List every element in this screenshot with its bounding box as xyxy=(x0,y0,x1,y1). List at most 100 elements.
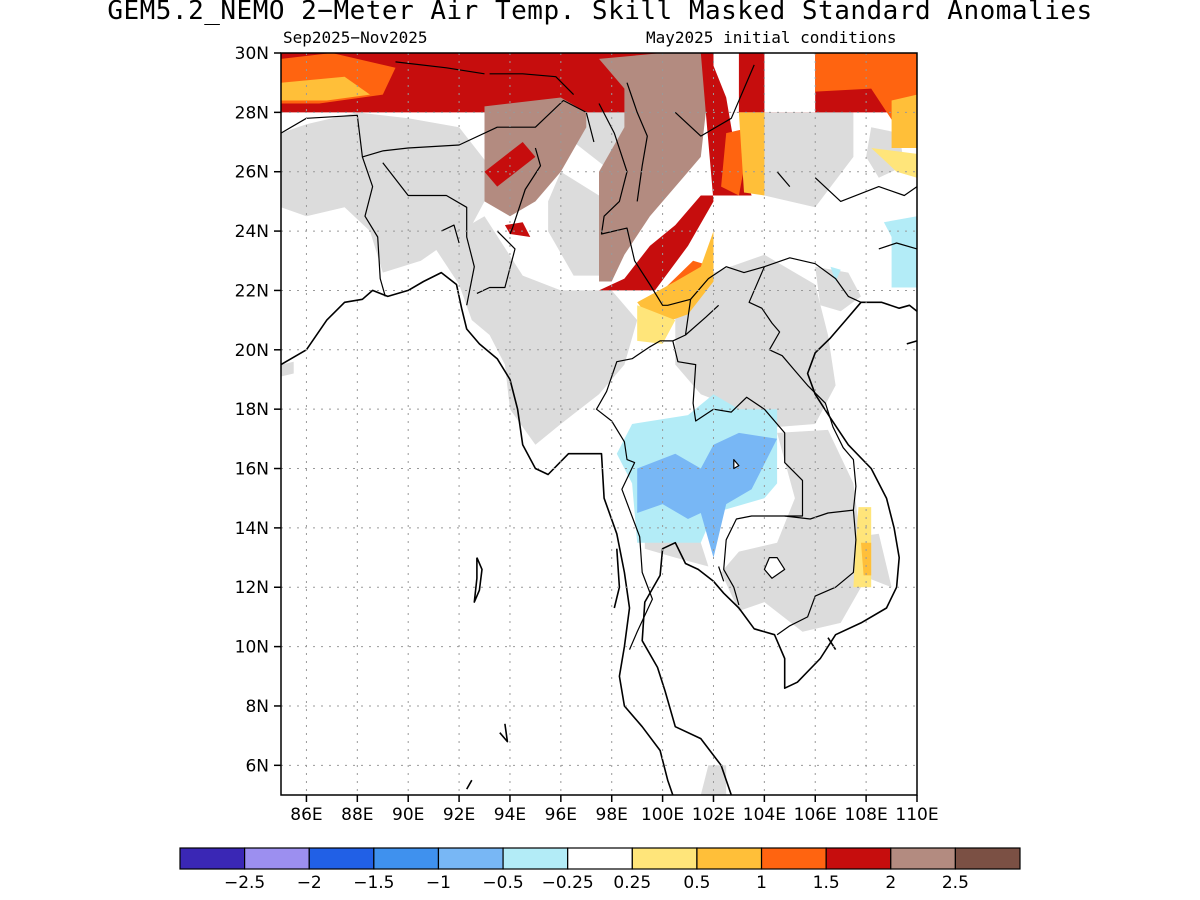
colorbar-label: 1.5 xyxy=(813,873,840,893)
lon-tick-label: 92E xyxy=(443,805,475,825)
country-border xyxy=(690,257,862,303)
anomaly-1-region xyxy=(637,231,714,327)
country-border xyxy=(748,266,857,636)
colorbar-swatch xyxy=(179,847,246,870)
colorbar-label: −2.5 xyxy=(224,873,265,893)
colorbar: −2.5 −2 −1.5 −1 −0.5 −0.25 0.25 0.5 1 1.5 2 2.5 xyxy=(179,847,1021,893)
colorbar-swatch xyxy=(954,847,1021,870)
gray-region xyxy=(433,216,638,445)
anomaly-2-region xyxy=(484,142,536,187)
anomaly-1.5-region xyxy=(815,53,917,128)
lon-tick-label: 94E xyxy=(494,805,526,825)
lon-tick-label: 88E xyxy=(341,805,373,825)
colorbar-swatch xyxy=(373,847,440,870)
country-border xyxy=(280,99,595,158)
anomaly-1-region xyxy=(738,112,765,196)
country-border xyxy=(382,162,475,306)
lat-tick-label: 30N xyxy=(235,44,269,64)
colorbar-swatch xyxy=(502,847,569,870)
coastline xyxy=(641,301,918,796)
colorbar-swatch xyxy=(825,847,892,870)
anomaly-1-region xyxy=(861,542,872,576)
white-region xyxy=(764,53,816,113)
coastline xyxy=(466,779,473,790)
country-border xyxy=(626,82,648,202)
country-border xyxy=(776,171,791,187)
longitude-axis: 86E 88E 90E 92E 94E 96E 98E 100E 102E 104E 106E 108… xyxy=(290,795,939,825)
lake xyxy=(763,556,786,579)
colorbar-swatch xyxy=(244,847,310,870)
country-border xyxy=(814,177,918,202)
colorbar-label: −0.5 xyxy=(482,873,523,893)
country-border xyxy=(784,509,854,520)
country-border xyxy=(598,103,691,306)
lat-tick-label: 6N xyxy=(245,756,269,776)
country-border xyxy=(489,73,575,96)
colorbar-label: 0.25 xyxy=(613,873,651,893)
lat-tick-label: 10N xyxy=(235,638,269,658)
country-borders xyxy=(280,61,918,650)
lat-tick-label: 22N xyxy=(235,281,269,301)
country-border xyxy=(476,230,516,294)
coastline xyxy=(473,557,483,603)
country-border xyxy=(395,61,485,75)
lat-tick-label: 20N xyxy=(235,341,269,361)
colorbar-label: −0.25 xyxy=(542,873,594,893)
anomaly-2-region xyxy=(281,53,917,113)
country-border xyxy=(674,64,755,137)
map-frame xyxy=(280,52,918,796)
anomaly-0.5-region xyxy=(871,148,917,178)
colorbar-label: 0.5 xyxy=(683,873,710,893)
lon-tick-label: 100E xyxy=(641,805,684,825)
colorbar-swatch xyxy=(631,847,698,870)
anomaly-1-region xyxy=(891,94,917,148)
lat-tick-label: 16N xyxy=(235,460,269,480)
coastlines xyxy=(280,271,918,796)
lon-tick-label: 108E xyxy=(845,805,888,825)
gray-region xyxy=(281,361,294,377)
lat-tick-label: 18N xyxy=(235,400,269,420)
country-border xyxy=(441,224,460,244)
gray-region xyxy=(675,254,836,427)
forecast-period: Sep2025−Nov2025 xyxy=(283,28,428,47)
initial-conditions-label: May2025 initial conditions xyxy=(646,28,897,47)
gray-region xyxy=(721,429,861,632)
lon-tick-label: 86E xyxy=(290,805,322,825)
lon-tick-label: 106E xyxy=(794,805,837,825)
gray-region xyxy=(281,112,485,273)
colorbar-label: −2 xyxy=(297,873,322,893)
lake xyxy=(733,459,740,470)
coastline xyxy=(827,637,837,651)
colorbar-label: 2 xyxy=(885,873,896,893)
colorbar-label: 1 xyxy=(756,873,767,893)
lon-tick-label: 98E xyxy=(596,805,628,825)
latitude-axis: 6N 8N 10N 12N 14N 16N 18N 20N 22N 24N 26N 28N 30N xyxy=(235,44,281,776)
lat-tick-label: 8N xyxy=(245,697,269,717)
map-gridlines xyxy=(281,53,917,795)
anomaly-neg0.25-region xyxy=(883,216,917,288)
gray-region xyxy=(815,533,892,588)
coastline xyxy=(499,723,509,743)
colorbar-label: −1.5 xyxy=(353,873,394,893)
anomaly-2-region xyxy=(504,222,531,237)
coastline xyxy=(906,340,918,345)
gray-region xyxy=(815,266,861,312)
colorbar-swatch xyxy=(437,847,504,870)
anomaly-0.5-region xyxy=(637,305,676,344)
gray-region xyxy=(548,171,599,276)
lon-tick-label: 90E xyxy=(392,805,424,825)
colorbar-swatch xyxy=(760,847,827,870)
lat-tick-label: 28N xyxy=(235,103,269,123)
coastline xyxy=(280,271,674,796)
lon-tick-label: 110E xyxy=(895,805,938,825)
lat-tick-label: 14N xyxy=(235,519,269,539)
colorbar-label: −1 xyxy=(426,873,451,893)
country-border xyxy=(685,304,720,336)
colorbar-swatch xyxy=(890,847,956,870)
country-border xyxy=(509,147,542,235)
country-border xyxy=(361,156,386,297)
lat-tick-label: 24N xyxy=(235,222,269,242)
lon-tick-label: 102E xyxy=(692,805,735,825)
gray-region xyxy=(700,765,727,795)
